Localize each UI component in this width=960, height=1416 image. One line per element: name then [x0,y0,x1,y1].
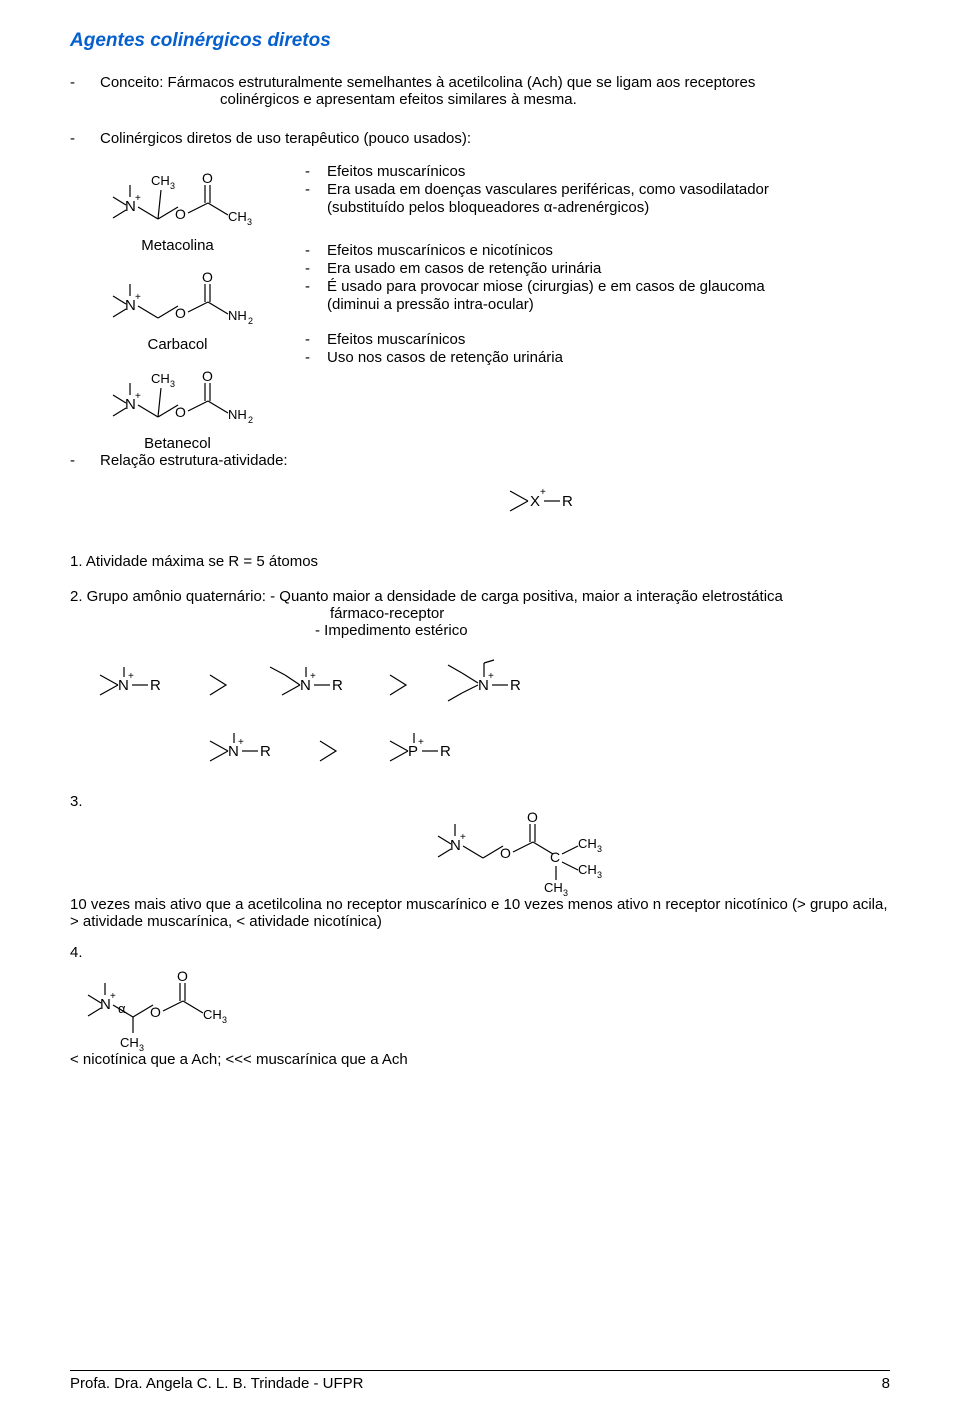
sar-point-3-note: 10 vezes mais ativo que a acetilcolina n… [70,896,890,930]
svg-text:+: + [310,671,316,682]
svg-text:R: R [150,677,161,694]
svg-text:3: 3 [597,844,602,854]
carbacol-label: Carbacol [147,336,207,353]
svg-text:O: O [175,206,186,222]
svg-text:CH: CH [203,1007,222,1022]
effects-block-2: -Efeitos muscarínicos e nicotínicos -Era… [305,242,890,313]
svg-text:+: + [238,737,244,748]
svg-text:+: + [488,671,494,682]
ammonium-comparison-row: N + R N + R [90,657,650,715]
svg-text:R: R [562,493,573,510]
svg-text:CH: CH [578,836,597,851]
svg-text:3: 3 [597,870,602,880]
concept-text-2: colinérgicos e apresentam efeitos simila… [100,91,890,108]
svg-text:CH: CH [578,862,597,877]
xr-structure: X + R [500,477,600,525]
svg-text:CH: CH [544,880,563,895]
svg-text:O: O [527,810,538,825]
svg-text:3: 3 [170,181,175,191]
svg-text:CH: CH [228,209,247,224]
svg-text:2: 2 [248,415,253,425]
svg-text:+: + [135,391,141,402]
svg-text:CH: CH [120,1035,139,1050]
sar-point-1: 1. Atividade máxima se R = 5 átomos [70,553,890,570]
svg-text:NH: NH [228,407,247,422]
svg-text:3: 3 [563,888,568,896]
footer-pagenum: 8 [882,1375,890,1392]
svg-text:NH: NH [228,308,247,323]
svg-text:R: R [332,677,343,694]
svg-text:X: X [530,493,540,510]
sar-point-3: 3. [70,793,890,810]
svg-text:O: O [202,368,213,384]
sar-point-4: 4. [70,944,890,961]
svg-text:3: 3 [247,217,252,227]
svg-text:CH: CH [151,371,170,386]
metacolina-label: Metacolina [141,237,214,254]
svg-text:+: + [135,193,141,204]
betanecol-structure: N + CH 3 O O NH 2 [83,361,273,431]
svg-text:3: 3 [139,1043,144,1051]
effects-block-1: -Efeitos muscarínicos -Era usada em doen… [305,163,890,216]
page-footer: Profa. Dra. Angela C. L. B. Trindade - U… [70,1370,890,1392]
concept-text-1: Fármacos estruturalmente semelhantes à a… [168,74,756,91]
svg-text:O: O [177,971,188,984]
svg-text:CH: CH [151,173,170,188]
svg-text:O: O [202,269,213,285]
svg-text:R: R [510,677,521,694]
sar-heading: - Relação estrutura-atividade: [70,452,890,469]
footer-author: Profa. Dra. Angela C. L. B. Trindade - U… [70,1375,363,1392]
effects-block-3: -Efeitos muscarínicos -Uso nos casos de … [305,331,890,366]
usage-line: - Colinérgicos diretos de uso terapêutic… [70,130,890,147]
svg-text:O: O [150,1004,161,1020]
svg-text:O: O [175,404,186,420]
svg-text:P: P [408,743,418,760]
n-vs-p-row: N + R P + R [200,727,540,779]
page-title: Agentes colinérgicos diretos [70,30,890,52]
svg-text:+: + [540,487,546,498]
svg-text:R: R [440,743,451,760]
svg-text:O: O [175,305,186,321]
point4-structure: N + α CH 3 O O CH 3 [70,971,270,1051]
metacolina-structure: N + CH 3 O [83,163,273,233]
svg-text:+: + [110,991,116,1002]
point3-structure: N + O O C CH 3 CH 3 [420,810,650,896]
carbacol-structure: N + O O NH 2 [83,262,273,332]
svg-text:+: + [135,292,141,303]
svg-text:O: O [202,170,213,186]
concept-line: - Conceito: Fármacos estruturalmente sem… [70,74,890,108]
svg-text:+: + [460,832,466,843]
concept-label: Conceito: [100,74,163,91]
svg-text:+: + [418,737,424,748]
svg-text:O: O [500,845,511,861]
betanecol-label: Betanecol [144,435,211,452]
sar-point-2: 2. Grupo amônio quaternário: - Quanto ma… [70,588,890,639]
svg-text:C: C [550,849,560,865]
svg-text:3: 3 [222,1015,227,1025]
svg-text:3: 3 [170,379,175,389]
svg-text:+: + [128,671,134,682]
sar-point-4-note: < nicotínica que a Ach; <<< muscarínica … [70,1051,890,1068]
svg-text:2: 2 [248,316,253,326]
svg-text:R: R [260,743,271,760]
